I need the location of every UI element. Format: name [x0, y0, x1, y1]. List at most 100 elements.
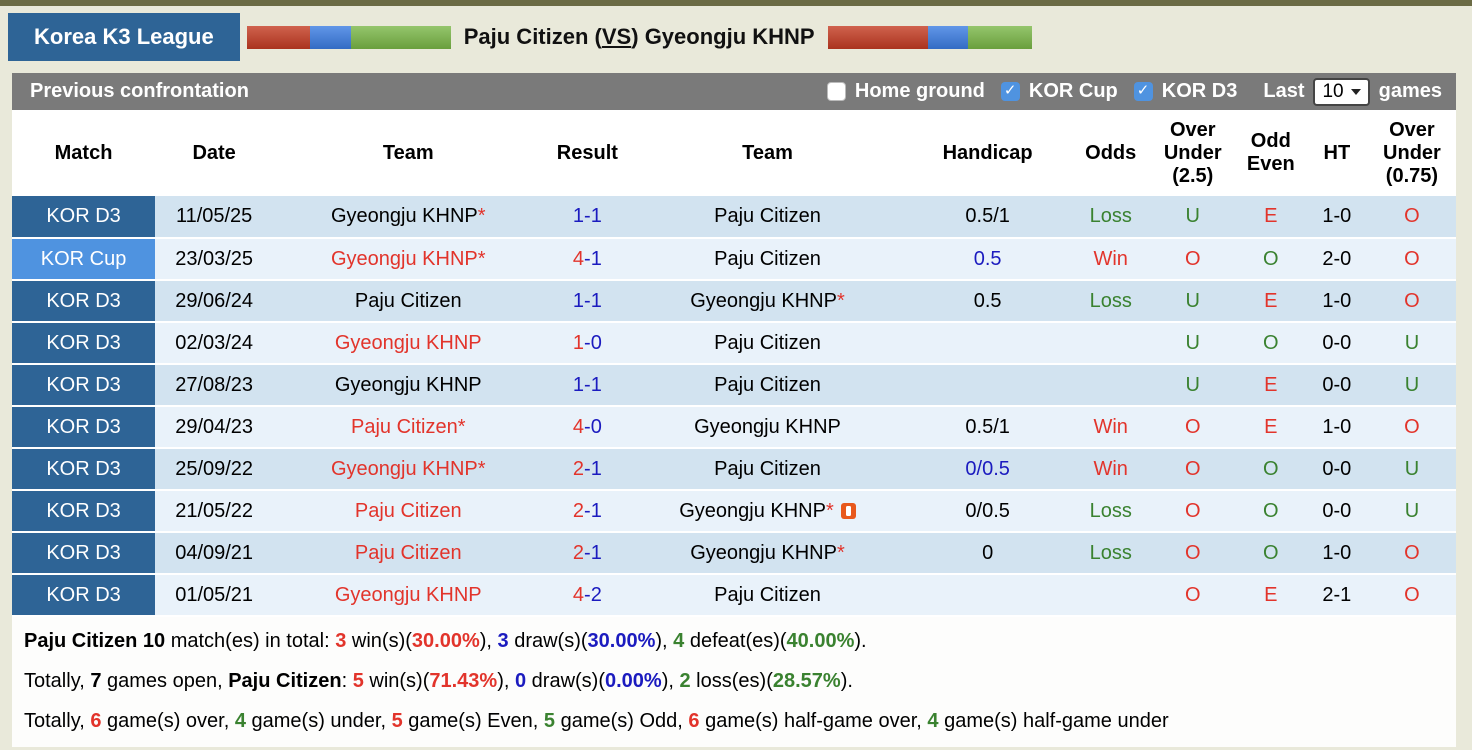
- cell-team-left: Gyeongju KHNP*: [273, 238, 544, 281]
- cell-handicap: [903, 364, 1072, 407]
- top-edge-strip: [0, 0, 1472, 6]
- checkbox-home-ground[interactable]: [826, 82, 846, 101]
- filter-label: KOR Cup: [1028, 80, 1118, 102]
- cell-team-left: Paju Citizen: [273, 532, 544, 575]
- team-star: *: [477, 457, 486, 480]
- last-games-value: 10: [1322, 80, 1344, 102]
- column-header-7: Over Under (2.5): [1149, 110, 1236, 196]
- cell-odds: [1071, 574, 1150, 617]
- cell-over-under-25: O: [1149, 406, 1236, 449]
- checkbox-kor-cup[interactable]: [1000, 81, 1020, 101]
- cell-over-under-25: O: [1149, 532, 1236, 575]
- team-star: *: [457, 415, 466, 438]
- green-bar-segment: [967, 25, 1032, 49]
- cell-match: KOR D3: [12, 532, 156, 575]
- cell-date: 23/03/25: [155, 238, 274, 281]
- cell-date: 25/09/22: [155, 448, 274, 491]
- cell-result: 4-1: [543, 238, 632, 281]
- cell-match: KOR D3: [12, 490, 156, 533]
- cell-odds: Win: [1071, 238, 1150, 281]
- column-header-10: Over Under (0.75): [1367, 110, 1456, 196]
- table-body: KOR D3 11/05/25 Gyeongju KHNP* 1-1 Paju Citi…: [12, 196, 1456, 617]
- cell-over-under-075: O: [1367, 196, 1456, 239]
- cell-handicap: 0.5/1: [903, 196, 1072, 239]
- column-header-3: Result: [543, 110, 632, 196]
- cell-team-left: Gyeongju KHNP: [273, 574, 544, 617]
- filters: Home ground KOR Cup KOR D3 Last 10 games: [826, 77, 1442, 106]
- cell-team-right: Paju Citizen: [631, 574, 904, 617]
- summary-line-1: Paju Citizen 10 match(es) in total: 3 wi…: [24, 630, 867, 652]
- cell-over-under-25: U: [1149, 196, 1236, 239]
- table-row: KOR Cup 23/03/25 Gyeongju KHNP* 4-1 Paju Cit…: [12, 238, 1456, 281]
- cell-match: KOR D3: [12, 574, 156, 617]
- cell-match: KOR D3: [12, 406, 156, 449]
- cell-team-right: Paju Citizen: [631, 196, 904, 239]
- cell-odds: Loss: [1071, 280, 1150, 323]
- filter-label: Home ground: [854, 80, 985, 102]
- checkbox-kor-d3[interactable]: [1133, 81, 1153, 101]
- cell-handicap: 0.5/1: [903, 406, 1072, 449]
- cell-ht: 0-0: [1305, 322, 1368, 365]
- cell-odd-even: E: [1235, 280, 1306, 323]
- cell-match: KOR D3: [12, 448, 156, 491]
- cell-handicap: [903, 574, 1072, 617]
- table-row: KOR D3 01/05/21 Gyeongju KHNP 4-2 Paju Citiz…: [12, 574, 1456, 617]
- cell-result: 2-1: [543, 532, 632, 575]
- column-header-8: Odd Even: [1235, 110, 1306, 196]
- team-star: *: [836, 541, 845, 564]
- cell-over-under-075: U: [1367, 448, 1456, 491]
- cell-team-left: Paju Citizen: [273, 490, 544, 533]
- cell-ht: 1-0: [1305, 532, 1368, 575]
- cell-ht: 2-1: [1305, 574, 1368, 617]
- blue-bar-segment: [927, 25, 968, 49]
- table-row: KOR D3 21/05/22 Paju Citizen 2-1 Gyeongju KH…: [12, 490, 1456, 533]
- cell-over-under-25: O: [1149, 448, 1236, 491]
- cell-date: 29/04/23: [155, 406, 274, 449]
- cell-odds: Loss: [1071, 196, 1150, 239]
- cell-odd-even: E: [1235, 196, 1306, 239]
- cell-date: 27/08/23: [155, 364, 274, 407]
- cell-odds: Loss: [1071, 532, 1150, 575]
- table-row: KOR D3 25/09/22 Gyeongju KHNP* 2-1 Paju Citi…: [12, 448, 1456, 491]
- cell-match: KOR D3: [12, 280, 156, 323]
- cell-over-under-075: U: [1367, 322, 1456, 365]
- cell-team-right: Gyeongju KHNP: [631, 406, 904, 449]
- cell-team-left: Gyeongju KHNP: [273, 322, 544, 365]
- cell-match: KOR Cup: [12, 238, 156, 281]
- cell-date: 29/06/24: [155, 280, 274, 323]
- last-games-select[interactable]: 10: [1313, 77, 1370, 106]
- cell-over-under-075: O: [1367, 574, 1456, 617]
- page-header: Korea K3 League Paju Citizen (VS) Gyeong…: [0, 6, 1472, 68]
- league-badge[interactable]: Korea K3 League: [8, 13, 240, 61]
- cell-result: 2-1: [543, 448, 632, 491]
- cell-over-under-25: U: [1149, 280, 1236, 323]
- column-header-2: Team: [273, 110, 544, 196]
- cell-ht: 0-0: [1305, 364, 1368, 407]
- column-header-4: Team: [631, 110, 904, 196]
- cell-team-left: Paju Citizen: [273, 280, 544, 323]
- vs-label: VS: [601, 24, 632, 49]
- cell-team-right: Paju Citizen: [631, 364, 904, 407]
- cell-team-left: Paju Citizen*: [273, 406, 544, 449]
- column-header-1: Date: [155, 110, 274, 196]
- cell-odd-even: E: [1235, 574, 1306, 617]
- column-header-9: HT: [1305, 110, 1368, 196]
- cell-team-right: Gyeongju KHNP*: [631, 532, 904, 575]
- table-header-row: Match Date Team Result Team Handicap Odds Over …: [12, 110, 1456, 196]
- cell-odds: Win: [1071, 448, 1150, 491]
- cell-over-under-075: O: [1367, 406, 1456, 449]
- previous-confrontation-panel: Previous confrontation Home ground KOR Cu…: [12, 73, 1456, 747]
- cell-handicap: [903, 322, 1072, 365]
- filter-label: KOR D3: [1161, 80, 1238, 102]
- booking-card-icon: [840, 502, 856, 519]
- cell-date: 02/03/24: [155, 322, 274, 365]
- cell-date: 04/09/21: [155, 532, 274, 575]
- cell-team-right: Gyeongju KHNP*: [631, 280, 904, 323]
- away-team-name: Gyeongju KHNP: [644, 24, 815, 49]
- home-team-name: Paju Citizen: [463, 24, 589, 49]
- panel-toolbar: Previous confrontation Home ground KOR Cu…: [12, 73, 1456, 110]
- cell-odd-even: E: [1235, 364, 1306, 407]
- blue-bar-segment: [309, 25, 351, 49]
- cell-over-under-075: U: [1367, 490, 1456, 533]
- table-row: KOR D3 11/05/25 Gyeongju KHNP* 1-1 Paju Citi…: [12, 196, 1456, 239]
